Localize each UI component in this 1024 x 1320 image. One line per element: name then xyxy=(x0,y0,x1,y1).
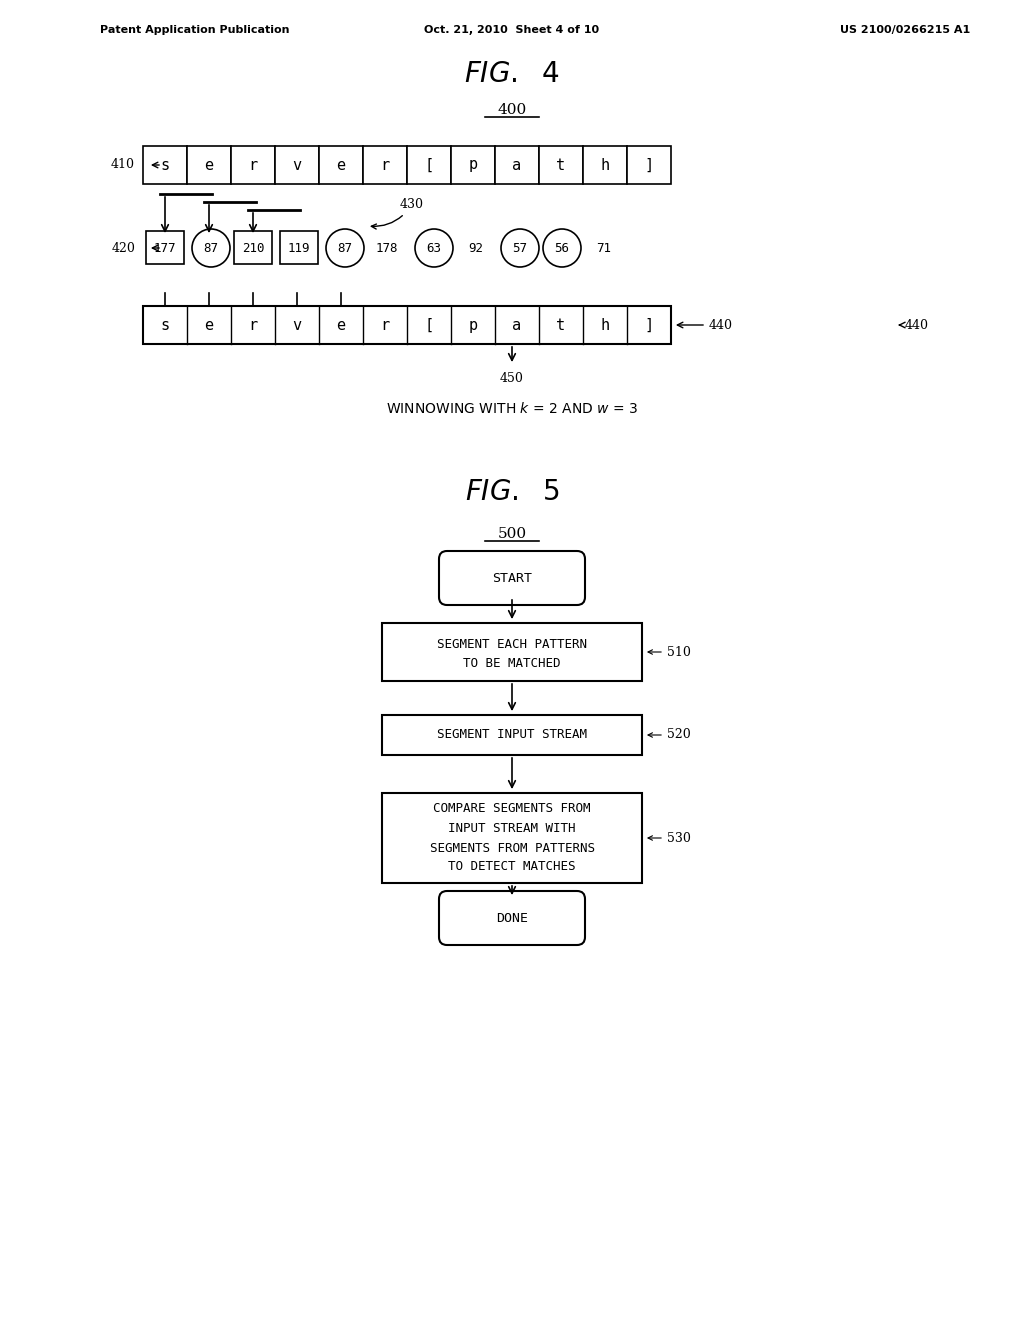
FancyBboxPatch shape xyxy=(234,231,272,264)
FancyBboxPatch shape xyxy=(382,623,642,681)
Text: r: r xyxy=(381,157,389,173)
Text: 63: 63 xyxy=(427,242,441,255)
Text: SEGMENT EACH PATTERN: SEGMENT EACH PATTERN xyxy=(437,638,587,651)
Text: 177: 177 xyxy=(154,242,176,255)
Text: s: s xyxy=(161,318,170,333)
Text: 430: 430 xyxy=(372,198,424,230)
Text: e: e xyxy=(205,318,214,333)
Text: 510: 510 xyxy=(667,645,691,659)
Text: e: e xyxy=(337,318,345,333)
FancyBboxPatch shape xyxy=(143,306,671,345)
FancyBboxPatch shape xyxy=(362,147,407,183)
FancyBboxPatch shape xyxy=(187,147,231,183)
Text: r: r xyxy=(249,157,258,173)
Text: 440: 440 xyxy=(905,318,929,331)
Text: Patent Application Publication: Patent Application Publication xyxy=(100,25,290,36)
Text: e: e xyxy=(337,157,345,173)
Text: t: t xyxy=(556,157,565,173)
Text: r: r xyxy=(381,318,389,333)
Text: START: START xyxy=(492,572,532,585)
Text: r: r xyxy=(249,318,258,333)
Text: INPUT STREAM WITH: INPUT STREAM WITH xyxy=(449,821,575,834)
Text: DONE: DONE xyxy=(496,912,528,924)
Circle shape xyxy=(543,228,581,267)
Text: 500: 500 xyxy=(498,527,526,541)
Text: 56: 56 xyxy=(555,242,569,255)
FancyBboxPatch shape xyxy=(275,147,319,183)
Text: [: [ xyxy=(424,318,433,333)
Text: 520: 520 xyxy=(667,729,691,742)
Text: t: t xyxy=(556,318,565,333)
Circle shape xyxy=(415,228,453,267)
Circle shape xyxy=(193,228,230,267)
Text: 119: 119 xyxy=(288,242,310,255)
Text: $\it{FIG.}$  $\it{5}$: $\it{FIG.}$ $\it{5}$ xyxy=(465,479,559,506)
Text: US 2100/0266215 A1: US 2100/0266215 A1 xyxy=(840,25,970,36)
Text: COMPARE SEGMENTS FROM: COMPARE SEGMENTS FROM xyxy=(433,803,591,816)
FancyBboxPatch shape xyxy=(382,793,642,883)
FancyBboxPatch shape xyxy=(143,147,187,183)
Text: v: v xyxy=(293,318,301,333)
Text: $\it{FIG.}$  $\it{4}$: $\it{FIG.}$ $\it{4}$ xyxy=(464,62,560,88)
Text: a: a xyxy=(512,318,521,333)
Text: e: e xyxy=(205,157,214,173)
Text: ]: ] xyxy=(644,157,653,173)
Text: s: s xyxy=(161,157,170,173)
FancyBboxPatch shape xyxy=(539,147,583,183)
Text: 530: 530 xyxy=(667,832,691,845)
Text: 210: 210 xyxy=(242,242,264,255)
Text: 440: 440 xyxy=(709,318,733,331)
Text: WINNOWING WITH $k$ = 2 AND $w$ = 3: WINNOWING WITH $k$ = 2 AND $w$ = 3 xyxy=(386,400,638,416)
Text: h: h xyxy=(600,157,609,173)
Text: 87: 87 xyxy=(204,242,218,255)
FancyBboxPatch shape xyxy=(451,147,495,183)
FancyBboxPatch shape xyxy=(439,550,585,605)
Text: 400: 400 xyxy=(498,103,526,117)
FancyBboxPatch shape xyxy=(495,147,539,183)
Text: 87: 87 xyxy=(338,242,352,255)
Text: 71: 71 xyxy=(597,242,611,255)
Text: Oct. 21, 2010  Sheet 4 of 10: Oct. 21, 2010 Sheet 4 of 10 xyxy=(424,25,600,36)
Circle shape xyxy=(501,228,539,267)
Circle shape xyxy=(326,228,364,267)
FancyBboxPatch shape xyxy=(407,147,451,183)
Text: a: a xyxy=(512,157,521,173)
Text: h: h xyxy=(600,318,609,333)
Text: TO DETECT MATCHES: TO DETECT MATCHES xyxy=(449,861,575,874)
FancyBboxPatch shape xyxy=(146,231,184,264)
FancyBboxPatch shape xyxy=(439,891,585,945)
Text: ]: ] xyxy=(644,318,653,333)
Text: 450: 450 xyxy=(500,372,524,385)
Text: 178: 178 xyxy=(376,242,398,255)
Text: SEGMENT INPUT STREAM: SEGMENT INPUT STREAM xyxy=(437,729,587,742)
Text: [: [ xyxy=(424,157,433,173)
FancyBboxPatch shape xyxy=(280,231,318,264)
FancyBboxPatch shape xyxy=(583,147,627,183)
Text: 92: 92 xyxy=(469,242,483,255)
Text: 410: 410 xyxy=(111,158,135,172)
FancyBboxPatch shape xyxy=(319,147,362,183)
Text: p: p xyxy=(468,157,477,173)
Text: 57: 57 xyxy=(512,242,527,255)
Text: SEGMENTS FROM PATTERNS: SEGMENTS FROM PATTERNS xyxy=(429,842,595,854)
Text: TO BE MATCHED: TO BE MATCHED xyxy=(463,656,561,669)
FancyBboxPatch shape xyxy=(382,715,642,755)
FancyBboxPatch shape xyxy=(627,147,671,183)
FancyBboxPatch shape xyxy=(231,147,275,183)
Text: v: v xyxy=(293,157,301,173)
Text: 420: 420 xyxy=(112,242,135,255)
Text: p: p xyxy=(468,318,477,333)
